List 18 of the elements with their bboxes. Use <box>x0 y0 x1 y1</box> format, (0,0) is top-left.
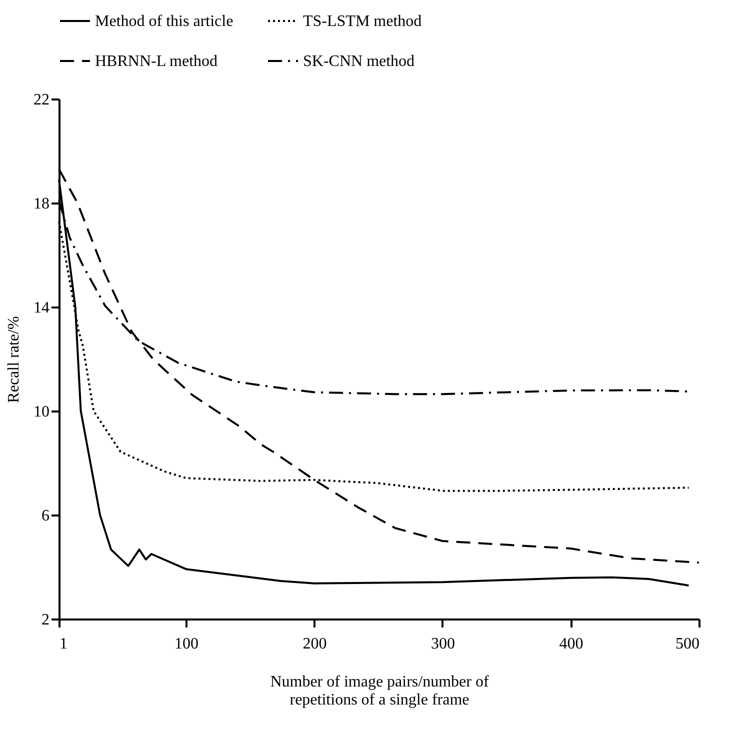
legend-label: TS-LSTM method <box>303 13 422 30</box>
y-axis-title: Recall rate/% <box>6 316 22 403</box>
legend-label: HBRNN-L method <box>95 53 218 70</box>
x-tick-label: 500 <box>676 636 700 652</box>
legend-label: SK-CNN method <box>303 53 415 70</box>
y-tick-label: 2 <box>42 612 50 628</box>
x-tick-label: 300 <box>430 636 455 652</box>
x-axis-title: Number of image pairs/number of repetitions of a single frame <box>270 674 490 708</box>
y-tick-label: 18 <box>34 196 50 212</box>
x-tick-label: 400 <box>559 636 584 652</box>
y-tick-label: 10 <box>34 404 50 420</box>
y-tick-label: 6 <box>42 508 50 524</box>
x-tick-label: 1 <box>60 636 68 652</box>
y-tick-label: 22 <box>34 92 50 108</box>
legend-label: Method of this article <box>95 13 234 30</box>
x-tick-label: 100 <box>174 636 198 652</box>
y-tick-label: 14 <box>34 300 50 316</box>
x-tick-label: 200 <box>302 636 327 652</box>
